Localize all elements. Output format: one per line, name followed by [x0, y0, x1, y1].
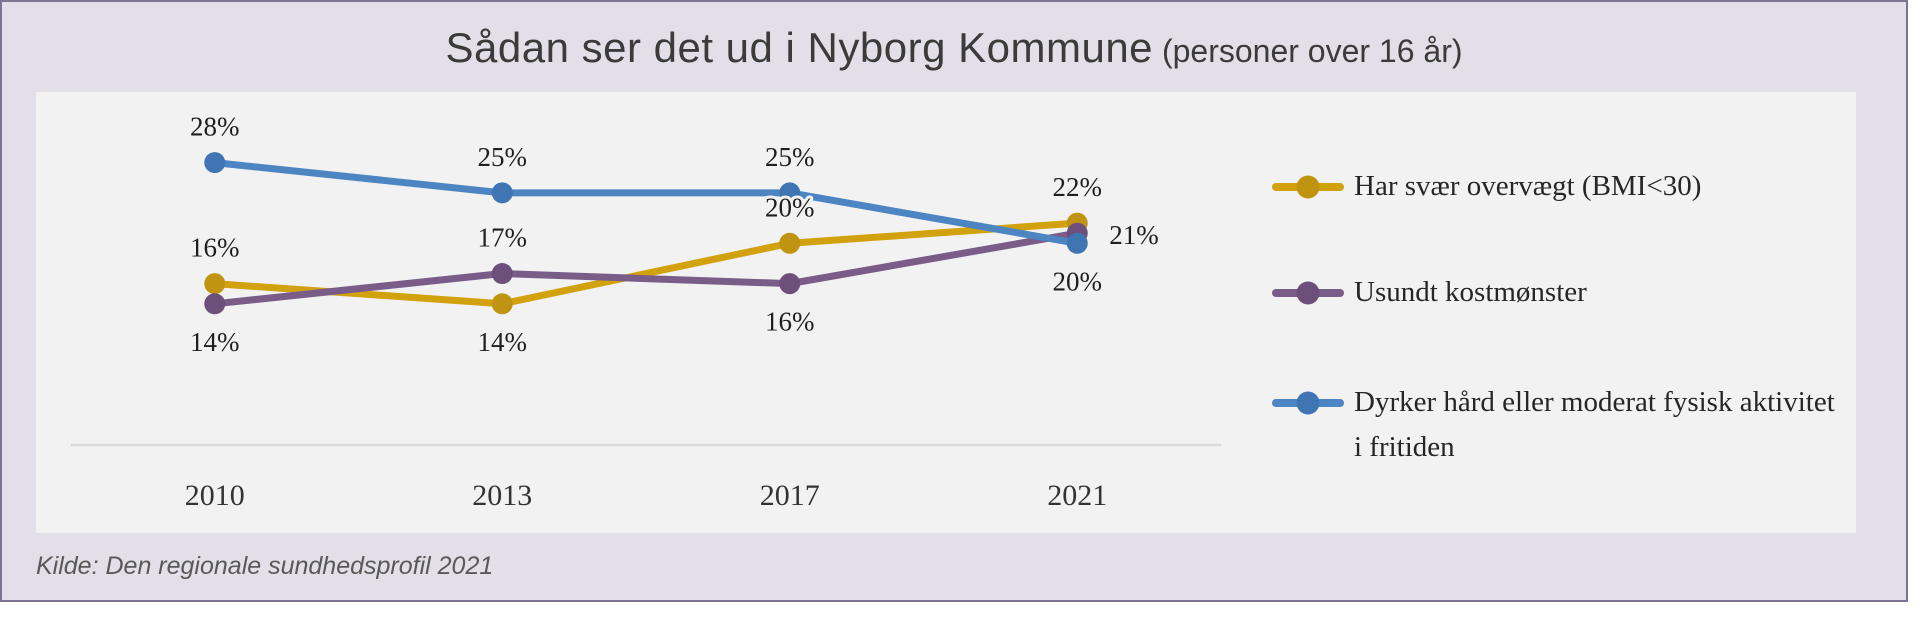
- data-point-1-2010: [204, 293, 226, 315]
- data-point-1-2013: [491, 263, 513, 285]
- legend-line-marker-icon: [1272, 281, 1344, 305]
- legend-dot-icon: [1296, 391, 1320, 415]
- legend-item-overvaegt: Har svær overvægt (BMI<30): [1272, 164, 1701, 209]
- infographic-panel: Sådan ser det ud i Nyborg Kommune (perso…: [0, 0, 1908, 602]
- chart-svg: 2010 2013 2017 2021 16% 14% 20% 22% 14% 17% 16% 21%…: [71, 109, 1221, 512]
- data-label-2-2010: 28%: [190, 112, 240, 142]
- data-point-2-2017: [779, 182, 801, 204]
- legend-item-label: Har svær overvægt (BMI<30): [1354, 170, 1702, 202]
- data-point-0-2010: [204, 273, 226, 295]
- legend-item-kostmoenster: Usundt kostmønster: [1272, 270, 1587, 315]
- chart-legend: Har svær overvægt (BMI<30) Usundt kostmø…: [1272, 92, 1852, 533]
- legend-line-marker-icon: [1272, 175, 1344, 199]
- chart-card: 2010 2013 2017 2021 16% 14% 20% 22% 14% 17% 16% 21%…: [36, 92, 1856, 533]
- data-label-0-2017: 20%: [765, 192, 815, 222]
- data-label-0-2010: 16%: [190, 233, 240, 263]
- series-line-1: [211, 229, 1081, 308]
- legend-item-label: Dyrker hård eller moderat fysisk aktivit…: [1354, 386, 1835, 463]
- data-label-1-2013: 17%: [478, 223, 528, 253]
- data-label-2-2021: 20%: [1053, 266, 1103, 296]
- legend-line-marker-icon: [1272, 391, 1344, 415]
- title-suffix-text: (personer over 16 år): [1153, 33, 1463, 69]
- x-tick-label: 2021: [1047, 479, 1107, 512]
- title-main-text: Sådan ser det ud i Nyborg Kommune: [445, 24, 1154, 71]
- data-point-2-2010: [204, 152, 226, 174]
- data-label-1-2010: 14%: [190, 327, 240, 357]
- data-label-2-2013: 25%: [478, 142, 528, 172]
- series-line-2: [211, 159, 1081, 247]
- data-point-0-2013: [491, 293, 513, 315]
- data-point-2-2013: [491, 182, 513, 204]
- page-title: Sådan ser det ud i Nyborg Kommune (perso…: [2, 24, 1906, 72]
- source-citation: Kilde: Den regionale sundhedsprofil 2021: [36, 552, 494, 580]
- data-label-0-2021: 22%: [1053, 172, 1103, 202]
- data-label-2-2017: 25%: [765, 142, 815, 172]
- legend-item-fysisk-aktivitet: Dyrker hård eller moderat fysisk aktivit…: [1272, 380, 1844, 470]
- legend-item-label: Usundt kostmønster: [1354, 276, 1587, 308]
- data-label-1-2017: 16%: [765, 307, 815, 337]
- data-point-0-2017: [779, 232, 801, 254]
- legend-dot-icon: [1296, 281, 1320, 305]
- series-line-0: [211, 219, 1081, 308]
- x-tick-label: 2010: [185, 479, 245, 512]
- data-point-2-2021: [1066, 232, 1088, 254]
- legend-dot-icon: [1296, 175, 1320, 199]
- x-tick-label: 2017: [760, 479, 820, 512]
- data-point-1-2017: [779, 273, 801, 295]
- data-label-0-2013: 14%: [478, 327, 528, 357]
- x-tick-label: 2013: [472, 479, 532, 512]
- data-label-1-2021: 21%: [1109, 220, 1159, 250]
